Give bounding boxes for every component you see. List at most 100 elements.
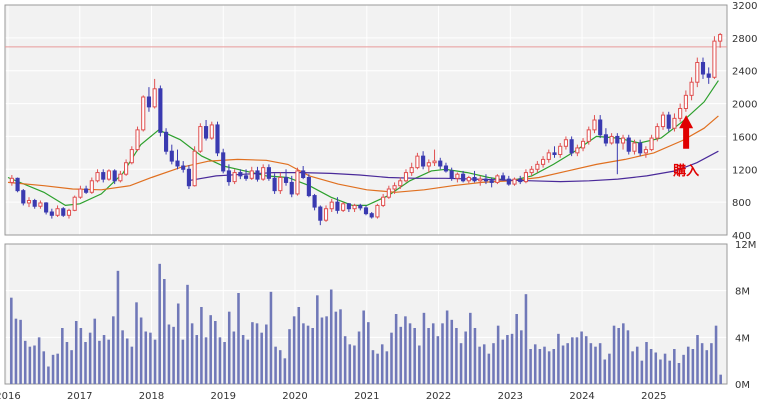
volume-bar [520,330,523,384]
volume-bar [339,309,342,384]
candle-body [232,172,237,183]
candle-body [381,196,386,206]
candle-body [632,142,637,152]
candle-body [72,196,77,211]
volume-bar [167,324,171,384]
candle-body [461,173,466,182]
candle-body [489,180,494,183]
moving-average-line [7,115,719,193]
volume-bar [28,346,32,384]
candle-body [112,170,117,182]
candle-body [718,34,723,42]
volume-bar [10,297,13,384]
candle-body [495,175,500,183]
candle-body [358,204,363,209]
volume-bar [153,339,157,384]
volume-bar [316,295,319,384]
candle-body [375,204,380,218]
volume-bar [547,351,551,384]
volume-bar [265,324,268,384]
volume-bar [102,335,106,384]
price-panel: 400 800 1200 1600 2000 2400 2800 3200 購入 [4,1,757,242]
candle-body [346,203,351,210]
volume-bar [557,333,560,384]
volume-bar [302,323,305,384]
volume-bar [529,349,532,384]
volume-bar [408,323,412,384]
candle-body [95,172,100,182]
volume-bar [23,340,27,384]
candle-body [266,167,271,179]
candle-body [478,178,483,182]
volume-bar [149,332,152,384]
candle-body [49,211,54,216]
candle-body [164,131,169,152]
candle-body [421,155,426,167]
candle-body [175,160,180,167]
volume-bar [677,363,681,384]
volume-bar [274,346,277,384]
volume-bar [640,360,644,384]
volume-bar [172,326,175,384]
volume-bar [594,346,597,384]
volume-bar [459,343,463,384]
volume-bar [686,346,690,384]
candle-body [9,177,14,183]
volume-bar [571,337,574,384]
volume-bar [510,333,514,384]
volume-bar [51,354,55,384]
candle-body [221,152,226,172]
candle-body [506,178,511,185]
volume-bar [422,312,426,384]
volume-bar [176,303,180,384]
candle-body [363,207,369,215]
volume-bar [56,353,59,384]
candle-body [409,167,414,174]
volume-bar [691,349,695,384]
candle-body [118,173,123,182]
volume-bar [288,329,291,384]
candle-body [318,206,323,221]
volume-bar [496,325,500,384]
volume-bar [306,325,310,384]
candle-body [575,147,580,154]
volume-bar [186,284,189,384]
volume-bar [190,323,194,384]
volume-bar [441,323,444,384]
volume-bar [209,315,212,384]
volume-bar [561,345,565,384]
volume-bar [501,339,505,384]
volume-bar [603,359,607,384]
candle-body [518,178,523,183]
volume-bar [673,349,676,384]
volume-bar [413,328,416,384]
volume-bar [33,345,36,384]
candle-body [283,177,289,183]
volume-bar [139,317,143,384]
volume-bar [622,323,625,384]
volume-bar [125,338,129,384]
volume-bar [506,335,509,384]
candle-body [369,213,374,218]
candle-body [683,94,688,109]
volume-tick-label: 4M [735,333,750,344]
volume-bar [47,366,50,384]
volume-bar [283,358,287,384]
volume-bar [617,328,620,384]
volume-bar [719,374,722,384]
volume-bar [204,337,208,384]
candle-body [295,170,300,195]
volume-bar [376,353,379,384]
candle-body [615,135,620,144]
candle-body [455,173,460,179]
volume-bar [93,318,97,384]
candle-body [278,177,283,192]
volume-bar [255,323,259,384]
volume-bar [74,321,78,384]
volume-bar [478,346,481,384]
volume-tick-label: 0M [735,380,750,391]
volume-bar [200,307,203,384]
volume-bar [135,302,138,384]
volume-bar [269,291,273,384]
